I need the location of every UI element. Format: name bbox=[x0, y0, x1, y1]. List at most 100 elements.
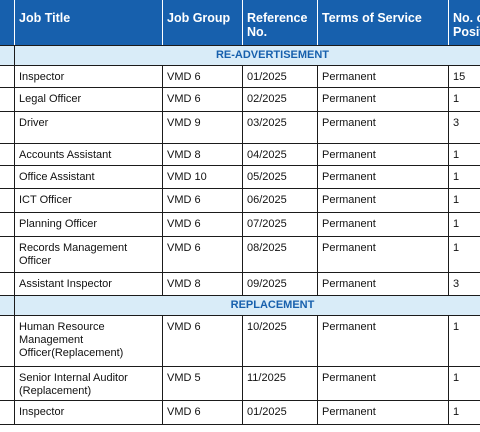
section-title: RE-ADVERTISEMENT bbox=[14, 45, 480, 66]
cell: 1 bbox=[448, 165, 480, 189]
cell: 1 bbox=[448, 315, 480, 367]
section-row: RE-ADVERTISEMENT bbox=[0, 45, 480, 66]
cell: Driver bbox=[14, 111, 163, 144]
cell: 11/2025 bbox=[242, 366, 318, 401]
cell: Permanent bbox=[317, 236, 449, 273]
cell: 1 bbox=[448, 143, 480, 166]
table-row: Inspector VMD 6 01/2025 Permanent 15 bbox=[0, 65, 480, 88]
cell: 01/2025 bbox=[242, 400, 318, 425]
number-cell bbox=[0, 165, 15, 189]
number-cell bbox=[0, 87, 15, 112]
cell: VMD 8 bbox=[162, 272, 243, 296]
header-cell: No. of Positions bbox=[448, 0, 480, 46]
number-cell bbox=[0, 400, 15, 425]
number-cell bbox=[0, 212, 15, 237]
section-row: REPLACEMENT bbox=[0, 295, 480, 316]
number-cell bbox=[0, 188, 15, 213]
table-row: Office Assistant VMD 10 05/2025 Permanent 1 bbox=[0, 165, 480, 189]
cell: 03/2025 bbox=[242, 111, 318, 144]
header-cell: Terms of Service bbox=[317, 0, 449, 46]
number-cell bbox=[0, 272, 15, 296]
cell: ICT Officer bbox=[14, 188, 163, 213]
table-row: Assistant Inspector VMD 8 09/2025 Permanent… bbox=[0, 272, 480, 296]
cell: 02/2025 bbox=[242, 87, 318, 112]
table-row: Senior Internal Auditor (Replacement) VMD… bbox=[0, 366, 480, 401]
cell: Permanent bbox=[317, 65, 449, 88]
cell: Permanent bbox=[317, 366, 449, 401]
cell: VMD 6 bbox=[162, 87, 243, 112]
number-cell bbox=[0, 315, 15, 367]
number-cell bbox=[0, 236, 15, 273]
cell: 09/2025 bbox=[242, 272, 318, 296]
cell: Permanent bbox=[317, 165, 449, 189]
table-row: Inspector VMD 6 01/2025 Permanent 1 bbox=[0, 400, 480, 425]
number-cell bbox=[0, 366, 15, 401]
table-row: ICT Officer VMD 6 06/2025 Permanent 1 bbox=[0, 188, 480, 213]
cell: Permanent bbox=[317, 212, 449, 237]
cell: Records Management Officer bbox=[14, 236, 163, 273]
cell: Office Assistant bbox=[14, 165, 163, 189]
cell: Senior Internal Auditor (Replacement) bbox=[14, 366, 163, 401]
cell: Permanent bbox=[317, 315, 449, 367]
cell: Permanent bbox=[317, 111, 449, 144]
cell: 08/2025 bbox=[242, 236, 318, 273]
header-cell: No. bbox=[0, 0, 15, 46]
cell: Permanent bbox=[317, 87, 449, 112]
cell: VMD 6 bbox=[162, 315, 243, 367]
cell: Permanent bbox=[317, 143, 449, 166]
cell: Inspector bbox=[14, 65, 163, 88]
cell: Inspector bbox=[14, 400, 163, 425]
header-cell: Job Group bbox=[162, 0, 243, 46]
cell: 04/2025 bbox=[242, 143, 318, 166]
section-spacer bbox=[0, 45, 15, 66]
cell: VMD 6 bbox=[162, 65, 243, 88]
number-cell bbox=[0, 65, 15, 88]
cell: Legal Officer bbox=[14, 87, 163, 112]
cell: VMD 10 bbox=[162, 165, 243, 189]
table-row: Records Management Officer VMD 6 08/2025 Pe… bbox=[0, 236, 480, 273]
cell: 07/2025 bbox=[242, 212, 318, 237]
cell: 1 bbox=[448, 87, 480, 112]
table-row: Planning Officer VMD 6 07/2025 Permanent 1 bbox=[0, 212, 480, 237]
section-title: REPLACEMENT bbox=[14, 295, 480, 316]
cell: 3 bbox=[448, 111, 480, 144]
cell: 1 bbox=[448, 212, 480, 237]
table-row: Legal Officer VMD 6 02/2025 Permanent 1 bbox=[0, 87, 480, 112]
cell: Planning Officer bbox=[14, 212, 163, 237]
cell: 05/2025 bbox=[242, 165, 318, 189]
cell: Accounts Assistant bbox=[14, 143, 163, 166]
cell: VMD 6 bbox=[162, 212, 243, 237]
cell: VMD 6 bbox=[162, 188, 243, 213]
table-row: Driver VMD 9 03/2025 Permanent 3 bbox=[0, 111, 480, 144]
cell: Human Resource Management Officer(Replac… bbox=[14, 315, 163, 367]
number-cell bbox=[0, 111, 15, 144]
cell: VMD 5 bbox=[162, 366, 243, 401]
number-cell bbox=[0, 143, 15, 166]
cell: Permanent bbox=[317, 188, 449, 213]
cell: 3 bbox=[448, 272, 480, 296]
cell: Permanent bbox=[317, 272, 449, 296]
cell: VMD 9 bbox=[162, 111, 243, 144]
cell: 06/2025 bbox=[242, 188, 318, 213]
cell: Assistant Inspector bbox=[14, 272, 163, 296]
cell: VMD 8 bbox=[162, 143, 243, 166]
header-cell: Reference No. bbox=[242, 0, 318, 46]
section-spacer bbox=[0, 295, 15, 316]
header-cell: Job Title bbox=[14, 0, 163, 46]
cell: 01/2025 bbox=[242, 65, 318, 88]
cell: 10/2025 bbox=[242, 315, 318, 367]
cell: 1 bbox=[448, 188, 480, 213]
cell: 1 bbox=[448, 400, 480, 425]
table-row: Accounts Assistant VMD 8 04/2025 Permanent 1 bbox=[0, 143, 480, 166]
cell: 1 bbox=[448, 366, 480, 401]
cell: 15 bbox=[448, 65, 480, 88]
cell: Permanent bbox=[317, 400, 449, 425]
table-row: Human Resource Management Officer(Replac… bbox=[0, 315, 480, 367]
cell: 1 bbox=[448, 236, 480, 273]
cell: VMD 6 bbox=[162, 400, 243, 425]
cell: VMD 6 bbox=[162, 236, 243, 273]
